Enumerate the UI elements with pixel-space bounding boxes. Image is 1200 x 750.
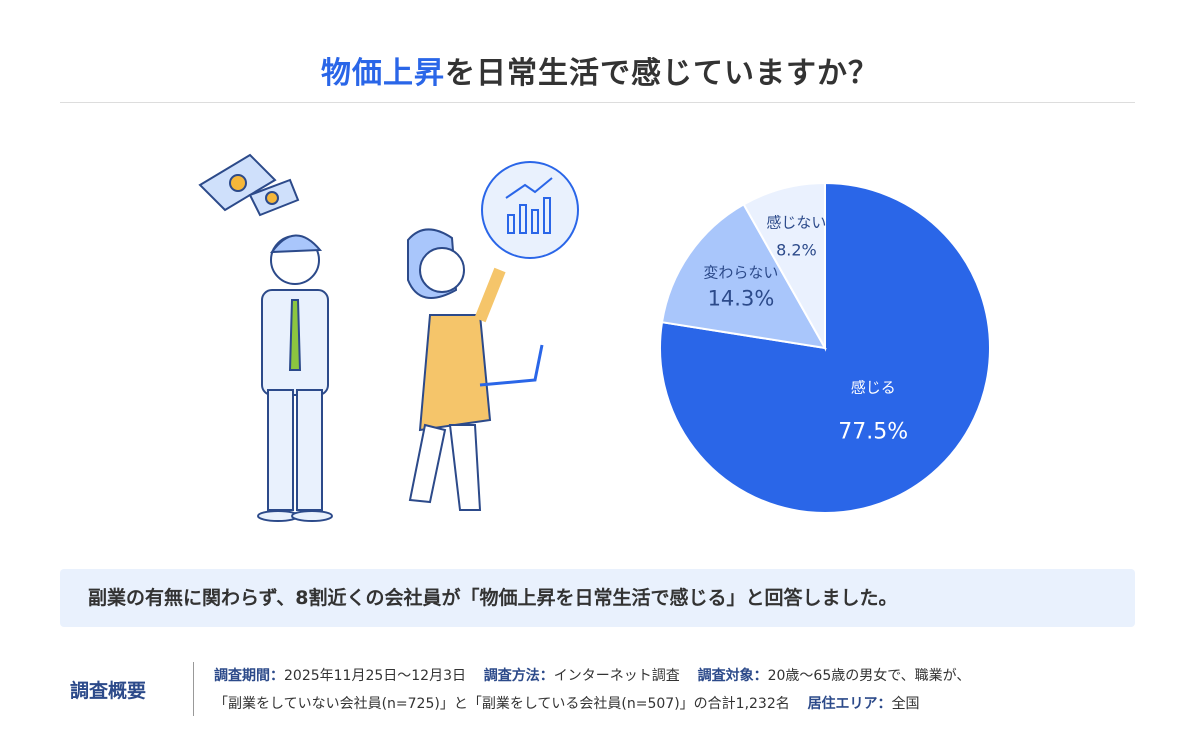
- pie-chart: 感じる 77.5% 変わらない 14.3% 感じない 8.2%: [659, 181, 991, 514]
- summary-divider: [193, 662, 194, 716]
- method-label: 調査方法：: [483, 668, 554, 684]
- survey-summary: 調査期間：2025年11月25日〜12月3日 調査方法：インターネット調査 調査…: [214, 662, 970, 718]
- money-icon: [198, 153, 300, 217]
- pie-value-label: 77.5%: [838, 419, 908, 444]
- pie-slice-1: [660, 203, 827, 350]
- method-value: インターネット調査: [553, 668, 680, 684]
- title-rest: を日常生活で感じていますか？: [445, 56, 879, 91]
- chart-bubble-icon: [481, 161, 579, 259]
- pie-category-label: 感じない: [766, 214, 826, 232]
- area-label: 居住エリア：: [807, 696, 892, 712]
- period-value: 2025年11月25日〜12月3日: [284, 668, 466, 684]
- pie-value-label: 14.3%: [708, 287, 775, 311]
- divider: [60, 102, 1135, 103]
- pie-slice-2: [742, 181, 826, 352]
- conclusion-note: 副業の有無に関わらず、8割近くの会社員が「物価上昇を日常生活で感じる」と回答しま…: [60, 569, 1135, 627]
- period-label: 調査期間：: [214, 668, 284, 684]
- pie-category-label: 変わらない: [703, 264, 778, 282]
- pie-category-label: 感じる: [851, 378, 896, 396]
- target-value: 20歳〜65歳の男女で、職業が、: [767, 668, 971, 684]
- area-value: 全国: [891, 696, 920, 712]
- target-detail: 「副業をしていない会社員(n=725)」と「副業をしている会社員(n=507)」…: [214, 696, 790, 712]
- illustration-workers: [198, 153, 579, 522]
- summary-heading: 調査概要: [70, 680, 147, 702]
- pie-value-label: 8.2%: [776, 241, 817, 260]
- target-label: 調査対象：: [697, 668, 768, 684]
- title-highlight: 物価上昇: [321, 56, 445, 91]
- page-title: 物価上昇を日常生活で感じていますか？: [0, 48, 1200, 92]
- woman-figure: [407, 228, 544, 511]
- man-figure: [257, 234, 333, 522]
